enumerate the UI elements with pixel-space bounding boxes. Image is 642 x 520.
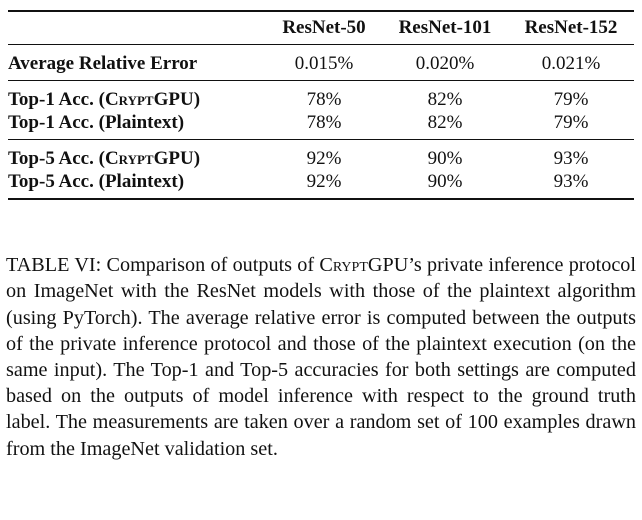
row-label: Top-5 Acc. (CryptGPU)	[8, 140, 266, 171]
header-corner-cell	[8, 10, 266, 45]
table-cell: 78%	[266, 111, 382, 140]
table-row-top5-plaintext: Top-5 Acc. (Plaintext) 92% 90% 93%	[8, 170, 634, 200]
table-cell: 92%	[306, 148, 342, 169]
table-cell: 90%	[382, 170, 508, 200]
row-label: Top-1 Acc. (CryptGPU)	[8, 81, 266, 112]
row-label-suffix: )	[193, 148, 201, 169]
row-label-suffix: )	[193, 89, 201, 110]
table-caption: TABLE VI: Comparison of outputs of Crypt…	[6, 252, 636, 462]
table-cell: 79%	[553, 89, 589, 110]
table-cell: 93%	[508, 170, 634, 200]
column-header-resnet152: ResNet-152	[508, 10, 634, 45]
table-row-average-relative-error: Average Relative Error 0.015% 0.020% 0.0…	[8, 44, 634, 81]
system-name: CryptGPU	[319, 254, 409, 277]
row-label-prefix: Top-1 Acc. (	[8, 89, 105, 110]
table-cell: 0.015%	[266, 44, 382, 81]
table-cell: 82%	[427, 89, 463, 110]
header-row: ResNet-50 ResNet-101 ResNet-152	[8, 10, 634, 45]
table-cell: 79%	[508, 111, 634, 140]
caption-label: TABLE VI: Comparison of outputs of	[6, 254, 320, 277]
results-table: ResNet-50 ResNet-101 ResNet-152 Average …	[8, 10, 634, 200]
row-label: Top-1 Acc. (Plaintext)	[8, 111, 266, 140]
row-label: Top-5 Acc. (Plaintext)	[8, 170, 266, 200]
column-header-resnet101: ResNet-101	[382, 10, 508, 45]
table-row-top1-cryptgpu: Top-1 Acc. (CryptGPU) 78% 82% 79%	[8, 81, 634, 112]
table-cell: 90%	[427, 148, 463, 169]
table-cell: 0.020%	[382, 44, 508, 81]
table-row-top1-plaintext: Top-1 Acc. (Plaintext) 78% 82% 79%	[8, 111, 634, 140]
table-row-top5-cryptgpu: Top-5 Acc. (CryptGPU) 92% 90% 93%	[8, 140, 634, 171]
row-label-prefix: Top-5 Acc. (	[8, 148, 105, 169]
table-cell: 0.021%	[508, 44, 634, 81]
system-name: CryptGPU	[104, 89, 194, 110]
table-cell: 82%	[382, 111, 508, 140]
caption-text: ’s private inference protocol on ImageNe…	[6, 254, 636, 460]
table-cell: 78%	[306, 89, 342, 110]
system-name: CryptGPU	[104, 148, 194, 169]
column-header-resnet50: ResNet-50	[266, 10, 382, 45]
table-cell: 92%	[266, 170, 382, 200]
row-label: Average Relative Error	[8, 44, 266, 81]
table-cell: 93%	[553, 148, 589, 169]
